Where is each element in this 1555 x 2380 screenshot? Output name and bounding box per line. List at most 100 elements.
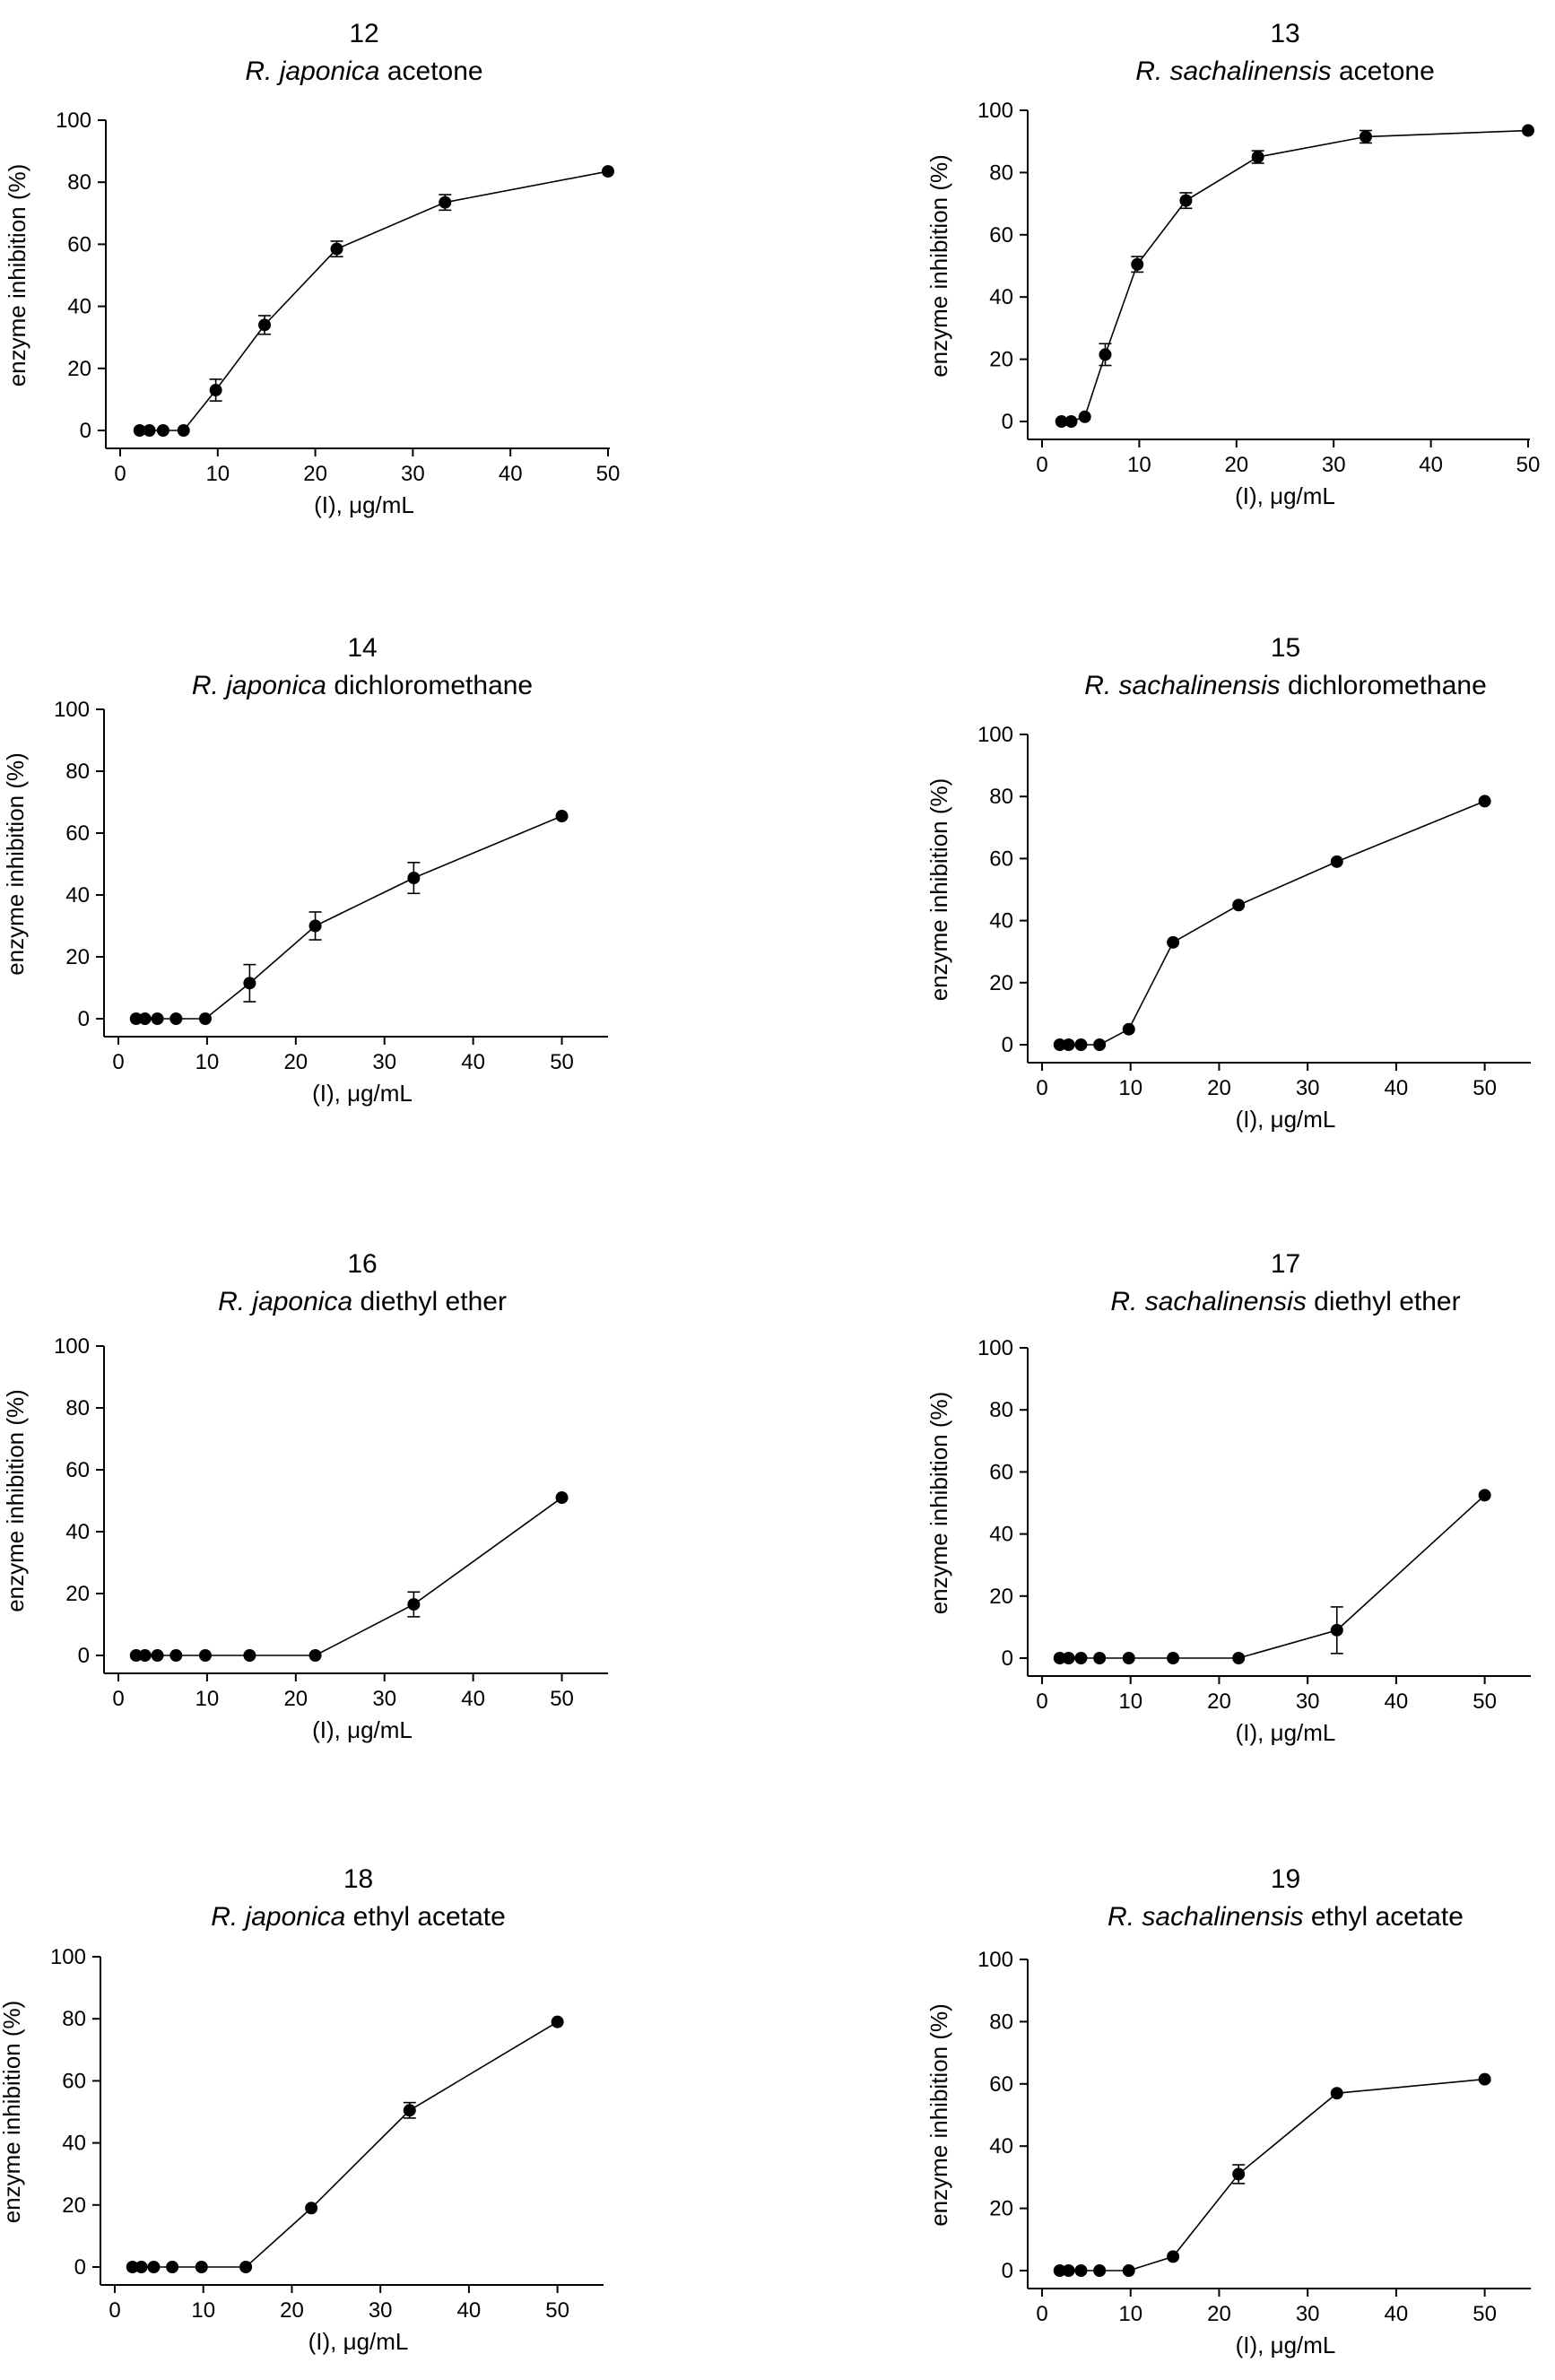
data-point (258, 318, 272, 332)
data-point (1062, 2264, 1075, 2277)
y-axis-label: enzyme inhibition (%) (925, 154, 952, 378)
data-point (1478, 795, 1491, 808)
data-point (551, 2015, 564, 2028)
x-tick-label: 20 (1207, 1689, 1231, 1714)
data-point (143, 424, 156, 437)
x-tick-label: 40 (1385, 1689, 1409, 1714)
x-axis-label: (I), μg/mL (308, 2328, 409, 2355)
data-point (177, 424, 190, 437)
chart-panel-14: 14 R. japonica dichloromethane 0 10 20 30 40 50… (2, 633, 608, 1107)
data-point (305, 2202, 318, 2215)
y-tick-label: 0 (1002, 1646, 1013, 1671)
x-axis-label: (I), μg/mL (1235, 482, 1335, 509)
data-point (169, 1649, 183, 1662)
data-point (602, 165, 614, 178)
y-axis-label: enzyme inhibition (%) (0, 2001, 25, 2224)
chart-number: 15 (1271, 633, 1300, 663)
y-tick-label: 0 (78, 1007, 90, 1031)
data-point (166, 2261, 179, 2273)
chart-title-space (352, 1287, 360, 1316)
chart-title-space (1281, 671, 1288, 700)
data-point (1478, 1489, 1491, 1502)
data-point (1074, 2264, 1088, 2277)
chart-title: R. japonica diethyl ether (218, 1287, 507, 1316)
y-tick-label: 20 (67, 357, 91, 381)
y-tick-label: 0 (1002, 2259, 1013, 2283)
data-point (1478, 2072, 1491, 2086)
chart-title-solvent: diethyl ether (1314, 1287, 1460, 1316)
chart-title-space (1332, 56, 1339, 86)
y-tick-label: 60 (989, 1460, 1013, 1484)
chart-title-solvent: acetone (387, 56, 483, 86)
data-point (156, 424, 169, 437)
x-tick-label: 20 (1207, 2302, 1231, 2326)
x-axis-label: (I), μg/mL (1236, 2332, 1336, 2358)
x-axis-label: (I), μg/mL (314, 491, 414, 518)
data-point (555, 810, 569, 823)
chart-title-solvent: diethyl ether (361, 1287, 507, 1316)
chart-title: R. sachalinensis acetone (1135, 56, 1435, 86)
chart-title-space (345, 1902, 352, 1932)
data-point (330, 242, 343, 256)
y-axis-label: enzyme inhibition (%) (925, 2003, 952, 2227)
x-tick-label: 30 (1322, 453, 1346, 477)
y-tick-label: 40 (989, 2134, 1013, 2159)
chart-title-solvent: ethyl acetate (353, 1902, 506, 1932)
chart-title-species: R. sachalinensis (1108, 1902, 1303, 1932)
data-point (198, 1649, 212, 1662)
y-tick-label: 20 (989, 1585, 1013, 1609)
data-point (1078, 410, 1091, 423)
data-point (1053, 2264, 1066, 2277)
data-point (1232, 1652, 1246, 1664)
y-axis-label: enzyme inhibition (%) (925, 778, 952, 1002)
data-point (1122, 1652, 1135, 1664)
x-tick-label: 10 (205, 462, 230, 486)
data-point (1093, 2264, 1107, 2277)
series-line (135, 815, 562, 1020)
series-line (135, 1497, 563, 1656)
data-point (239, 2261, 253, 2273)
x-tick-label: 40 (461, 1050, 485, 1074)
data-point (1330, 2087, 1343, 2100)
x-tick-label: 10 (195, 1050, 220, 1074)
chart-title: R. japonica ethyl acetate (211, 1902, 506, 1932)
chart-title-species: R. japonica (211, 1902, 345, 1932)
x-tick-label: 30 (1296, 2302, 1320, 2326)
chart-title-solvent: acetone (1339, 56, 1435, 86)
x-tick-label: 20 (280, 2298, 304, 2323)
y-tick-label: 100 (977, 99, 1013, 123)
x-tick-label: 10 (191, 2298, 215, 2323)
x-tick-label: 50 (1516, 453, 1541, 477)
y-tick-label: 80 (989, 161, 1013, 185)
data-point (1359, 130, 1372, 143)
x-tick-label: 30 (401, 462, 425, 486)
data-point (1330, 1623, 1343, 1637)
y-tick-label: 60 (62, 2069, 86, 2093)
y-tick-label: 80 (989, 1398, 1013, 1422)
data-point (1074, 1652, 1088, 1664)
chart-panel-17: 17 R. sachalinensis diethyl ether 0 10 20 30 4… (925, 1249, 1531, 1746)
data-point (198, 1012, 212, 1025)
y-tick-label: 20 (989, 348, 1013, 372)
y-tick-label: 40 (989, 1523, 1013, 1547)
data-point (1167, 935, 1180, 949)
y-axis-label: enzyme inhibition (%) (4, 164, 30, 387)
x-tick-label: 0 (1036, 453, 1047, 477)
x-tick-label: 40 (499, 462, 523, 486)
chart-panel-18: 18 R. japonica ethyl acetate 0 10 20 30 40 50 0 2… (0, 1864, 604, 2355)
x-tick-label: 30 (1296, 1076, 1320, 1100)
y-tick-label: 40 (989, 909, 1013, 934)
chart-number: 12 (349, 19, 378, 48)
y-tick-label: 40 (65, 1520, 90, 1544)
x-tick-label: 20 (1207, 1076, 1231, 1100)
y-tick-label: 100 (50, 1945, 86, 1969)
data-point (1122, 2264, 1135, 2277)
series-line (132, 2020, 559, 2268)
x-tick-label: 0 (109, 2298, 120, 2323)
x-tick-label: 50 (1472, 1689, 1497, 1714)
series-line (1059, 1494, 1486, 1659)
y-tick-label: 20 (65, 1582, 90, 1606)
y-tick-label: 20 (989, 971, 1013, 995)
y-tick-label: 100 (977, 1948, 1013, 1972)
y-tick-label: 0 (80, 419, 91, 443)
